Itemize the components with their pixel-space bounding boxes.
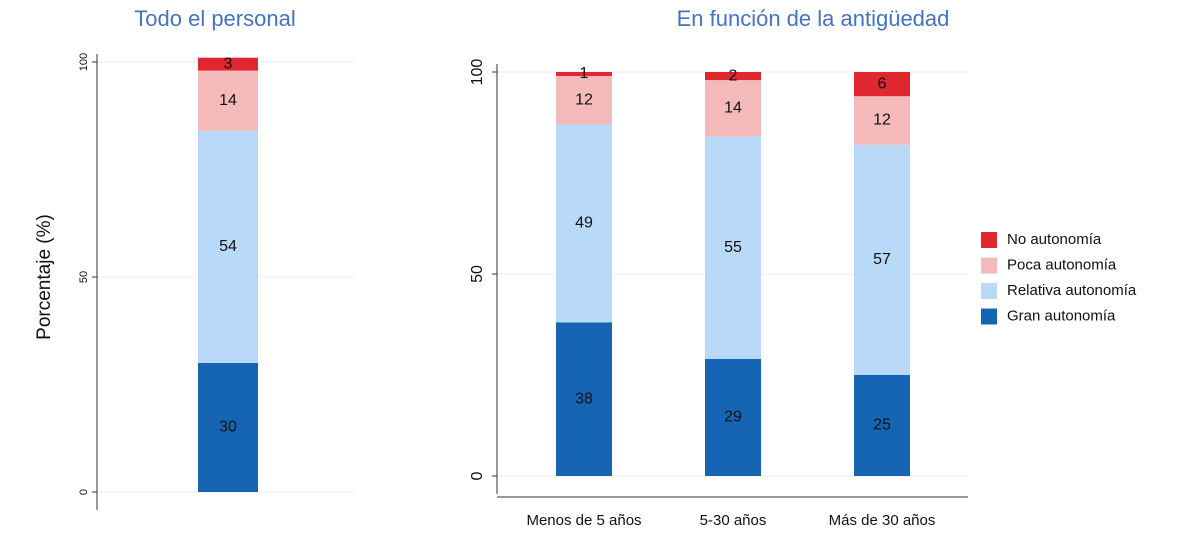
data-label: 12 (575, 91, 593, 108)
legend-label: Poca autonomía (1007, 256, 1117, 273)
bar-segment (198, 70, 258, 131)
bar-segment (854, 72, 910, 97)
data-label: 14 (724, 100, 742, 117)
data-label: 54 (219, 238, 237, 255)
bar-segment (705, 80, 761, 137)
y-tick-label: 0 (469, 471, 486, 480)
data-label: 14 (219, 92, 237, 109)
bar-segment (556, 124, 612, 323)
x-tick-label: 5-30 años (700, 512, 767, 529)
bar-segment (705, 358, 761, 476)
legend-swatch (981, 257, 997, 274)
y-tick-label: 0 (78, 489, 90, 495)
data-label: 30 (219, 419, 237, 436)
bar-segment (556, 76, 612, 125)
data-label: 6 (878, 75, 887, 92)
y-tick-label: 100 (78, 53, 90, 71)
bar-segment (854, 96, 910, 145)
data-label: 38 (575, 390, 593, 407)
data-label: 55 (724, 239, 742, 256)
bar-segment (198, 130, 258, 363)
legend-swatch (981, 283, 997, 299)
bar-segment (705, 136, 761, 359)
y-axis-label: Porcentaje (%) (34, 214, 55, 340)
bar-segment (198, 363, 258, 492)
bar-segment (198, 57, 258, 71)
y-tick-label: 50 (78, 271, 90, 283)
data-label: 29 (724, 409, 742, 426)
data-label: 2 (729, 67, 738, 84)
legend-label: No autonomía (1007, 231, 1102, 248)
bar-segment (556, 72, 612, 77)
legend-label: Relativa autonomía (1007, 282, 1137, 299)
data-label: 12 (873, 112, 891, 129)
chart-title: En función de la antigüedad (677, 6, 950, 31)
chart-title: Todo el personal (134, 6, 295, 31)
bar-segment (705, 72, 761, 81)
data-label: 25 (873, 417, 891, 434)
legend-label: Gran autonomía (1007, 307, 1116, 324)
bar-segment (556, 322, 612, 476)
legend-swatch (981, 308, 997, 325)
x-tick-label: Más de 30 años (829, 512, 936, 529)
y-tick-label: 100 (469, 59, 486, 86)
bar-segment (854, 144, 910, 375)
legend-swatch (981, 232, 997, 248)
data-label: 49 (575, 215, 593, 232)
bar-segment (854, 375, 910, 476)
data-label: 1 (580, 65, 589, 82)
data-label: 57 (873, 251, 891, 268)
data-label: 3 (224, 55, 233, 72)
y-tick-label: 50 (469, 265, 486, 283)
x-tick-label: Menos de 5 años (526, 512, 641, 529)
